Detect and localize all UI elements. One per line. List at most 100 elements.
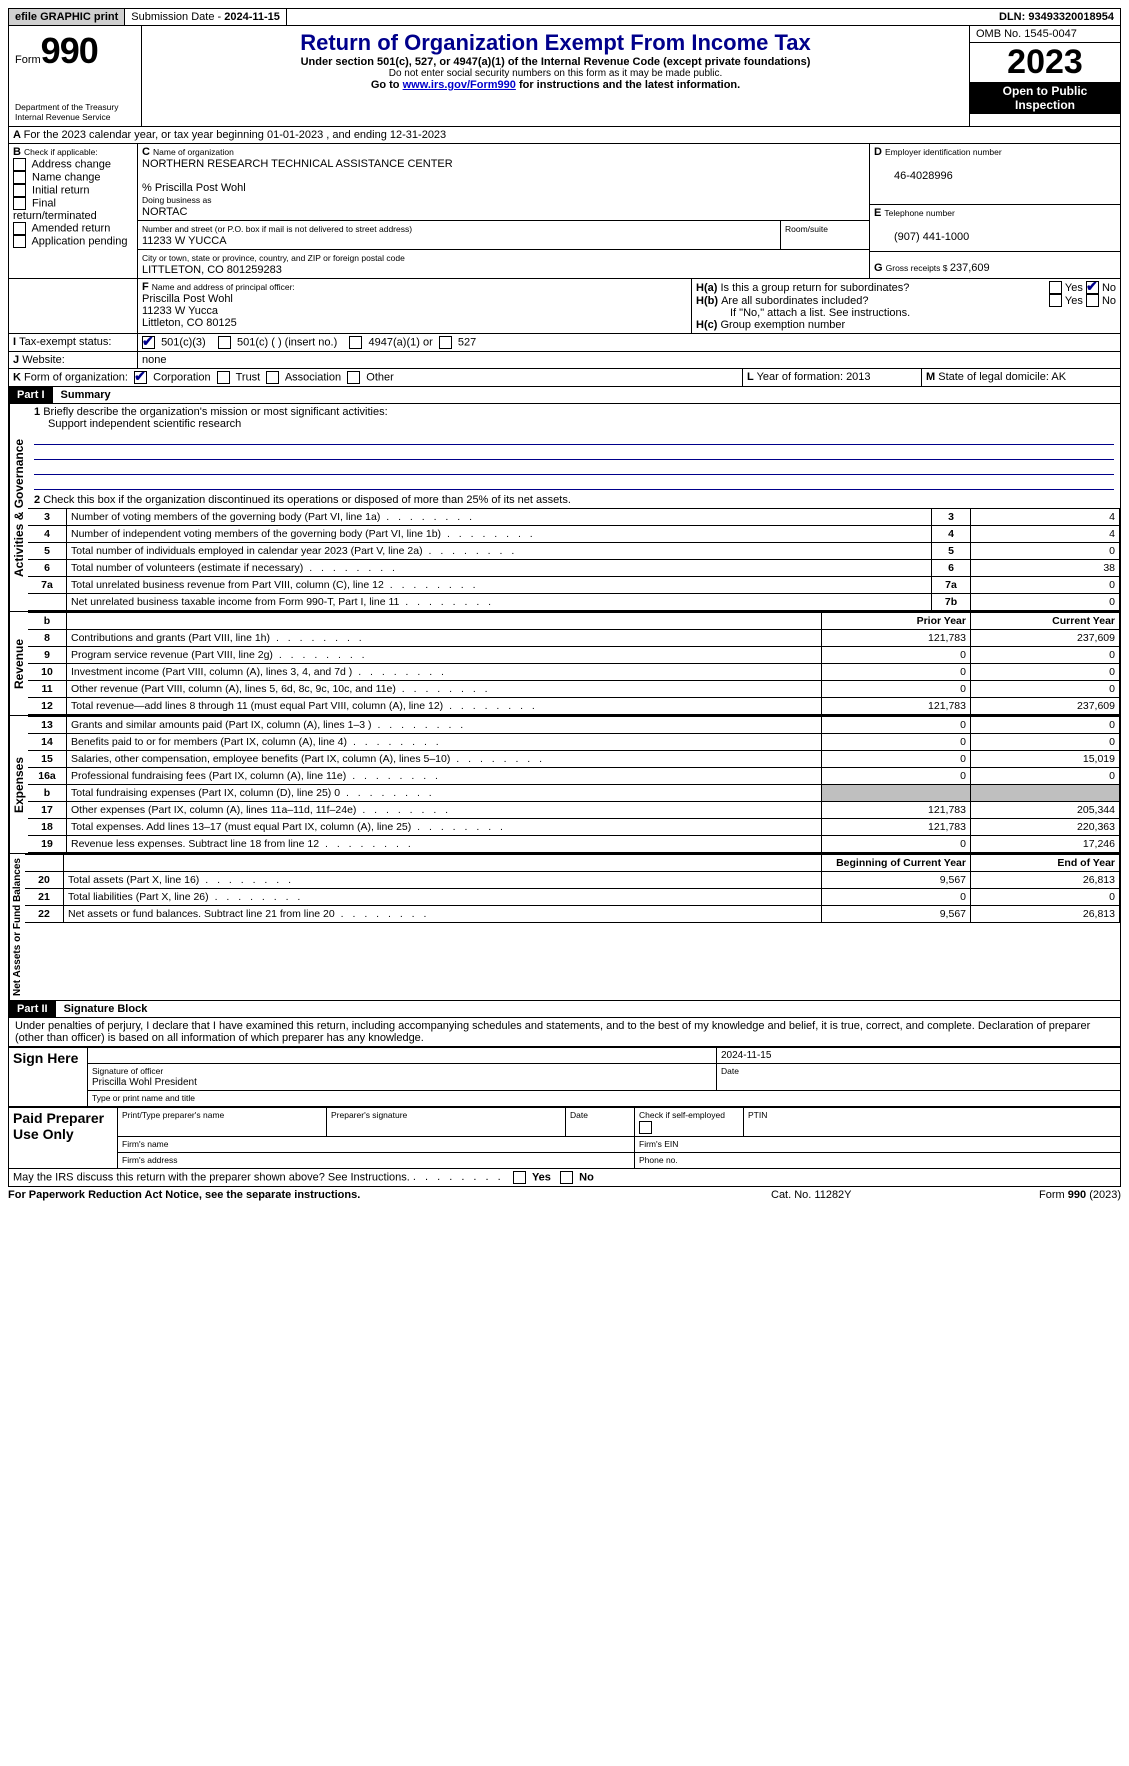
ha-no-checkbox[interactable] — [1086, 281, 1099, 294]
prior-value: 0 — [822, 681, 971, 698]
prior-value: 0 — [822, 717, 971, 734]
form-number: Form990 — [15, 30, 135, 72]
hb-note: If "No," attach a list. See instructions… — [696, 307, 1116, 319]
end-value: 26,813 — [971, 906, 1120, 923]
prior-value: 0 — [822, 751, 971, 768]
assoc-checkbox[interactable] — [266, 371, 279, 384]
vlabel-revenue: Revenue — [9, 612, 28, 715]
begin-value: 0 — [822, 889, 971, 906]
paid-preparer-label: Paid Preparer Use Only — [9, 1108, 118, 1169]
ein: 46-4028996 — [874, 170, 953, 182]
org-name: NORTHERN RESEARCH TECHNICAL ASSISTANCE C… — [142, 158, 453, 170]
line-a: A For the 2023 calendar year, or tax yea… — [8, 127, 1121, 144]
gross-receipts: 237,609 — [950, 262, 990, 274]
gov-value: 0 — [971, 577, 1120, 594]
mission-text: Support independent scientific research — [34, 418, 241, 430]
dept-treasury: Department of the Treasury — [15, 102, 135, 112]
box-b-checkbox[interactable] — [13, 184, 26, 197]
box-b-checkbox[interactable] — [13, 235, 26, 248]
ha-yes-checkbox[interactable] — [1049, 281, 1062, 294]
prior-value: 0 — [822, 664, 971, 681]
discuss-no-checkbox[interactable] — [560, 1171, 573, 1184]
4947-checkbox[interactable] — [349, 336, 362, 349]
prior-value: 0 — [822, 836, 971, 853]
prior-value: 121,783 — [822, 698, 971, 715]
corp-checkbox[interactable] — [134, 371, 147, 384]
501c3-checkbox[interactable] — [142, 336, 155, 349]
city-state-zip: LITTLETON, CO 801259283 — [142, 264, 282, 276]
box-b: B Check if applicable: Address change Na… — [9, 144, 138, 278]
discuss-yes-checkbox[interactable] — [513, 1171, 526, 1184]
omb-number: OMB No. 1545-0047 — [970, 26, 1120, 43]
open-inspection: Open to Public Inspection — [970, 82, 1120, 114]
current-value: 0 — [971, 664, 1120, 681]
officer-sig-name: Priscilla Wohl President — [92, 1077, 197, 1088]
room-suite-label: Room/suite — [785, 224, 828, 234]
website: none — [138, 352, 1120, 368]
ssn-note: Do not enter social security numbers on … — [148, 68, 963, 79]
trust-checkbox[interactable] — [217, 371, 230, 384]
care-of: % Priscilla Post Wohl — [142, 182, 246, 194]
box-b-checkbox[interactable] — [13, 197, 26, 210]
vlabel-netassets: Net Assets or Fund Balances — [9, 854, 25, 1000]
box-b-checkbox[interactable] — [13, 158, 26, 171]
form-header: Form990 Department of the Treasury Inter… — [8, 26, 1121, 127]
form-subtitle: Under section 501(c), 527, or 4947(a)(1)… — [148, 56, 963, 68]
gov-value: 0 — [971, 543, 1120, 560]
box-c-name-label: Name of organization — [153, 147, 234, 157]
prior-value: 121,783 — [822, 819, 971, 836]
current-value: 0 — [971, 647, 1120, 664]
current-value: 220,363 — [971, 819, 1120, 836]
street-address: 11233 W YUCCA — [142, 235, 227, 247]
gov-value: 4 — [971, 526, 1120, 543]
part1-header: Part I — [9, 387, 53, 403]
hb-no-checkbox[interactable] — [1086, 294, 1099, 307]
part2-header: Part II — [9, 1001, 56, 1017]
current-value: 0 — [971, 734, 1120, 751]
form990-link[interactable]: www.irs.gov/Form990 — [403, 79, 516, 91]
declaration: Under penalties of perjury, I declare th… — [8, 1018, 1121, 1047]
sign-here-label: Sign Here — [9, 1048, 88, 1107]
501c-checkbox[interactable] — [218, 336, 231, 349]
officer-name: Priscilla Post Wohl — [142, 293, 233, 305]
top-bar: efile GRAPHIC print Submission Date - 20… — [8, 8, 1121, 26]
vlabel-expenses: Expenses — [9, 716, 28, 853]
current-value: 205,344 — [971, 802, 1120, 819]
hb-yes-checkbox[interactable] — [1049, 294, 1062, 307]
year-formation: 2013 — [846, 371, 870, 383]
footer-left: For Paperwork Reduction Act Notice, see … — [8, 1189, 771, 1201]
prior-value: 121,783 — [822, 630, 971, 647]
begin-value: 9,567 — [822, 906, 971, 923]
footer-mid: Cat. No. 11282Y — [771, 1189, 971, 1201]
goto-link-line: Go to www.irs.gov/Form990 for instructio… — [148, 79, 963, 91]
tax-year: 2023 — [970, 43, 1120, 82]
other-checkbox[interactable] — [347, 371, 360, 384]
officer-street: 11233 W Yucca — [142, 305, 218, 317]
part1-title: Summary — [53, 387, 119, 403]
dln: DLN: 93493320018954 — [993, 9, 1120, 25]
telephone: (907) 441-1000 — [874, 231, 969, 243]
current-value: 0 — [971, 717, 1120, 734]
footer-right: Form 990 (2023) — [971, 1189, 1121, 1201]
officer-city: Littleton, CO 80125 — [142, 317, 237, 329]
box-b-checkbox[interactable] — [13, 222, 26, 235]
current-value: 0 — [971, 768, 1120, 785]
vlabel-governance: Activities & Governance — [9, 404, 28, 611]
gov-value: 0 — [971, 594, 1120, 611]
box-b-checkbox[interactable] — [13, 171, 26, 184]
end-value: 26,813 — [971, 872, 1120, 889]
current-value: 237,609 — [971, 698, 1120, 715]
begin-value: 9,567 — [822, 872, 971, 889]
prior-value: 0 — [822, 768, 971, 785]
efile-button[interactable]: efile GRAPHIC print — [9, 9, 125, 25]
current-value: 0 — [971, 681, 1120, 698]
prior-value: 121,783 — [822, 802, 971, 819]
527-checkbox[interactable] — [439, 336, 452, 349]
gov-value: 38 — [971, 560, 1120, 577]
part2-title: Signature Block — [56, 1001, 156, 1017]
submission-date: Submission Date - 2024-11-15 — [125, 9, 287, 25]
dba: NORTAC — [142, 206, 187, 218]
current-value: 237,609 — [971, 630, 1120, 647]
form-title: Return of Organization Exempt From Incom… — [148, 30, 963, 56]
self-employed-checkbox[interactable] — [639, 1121, 652, 1134]
